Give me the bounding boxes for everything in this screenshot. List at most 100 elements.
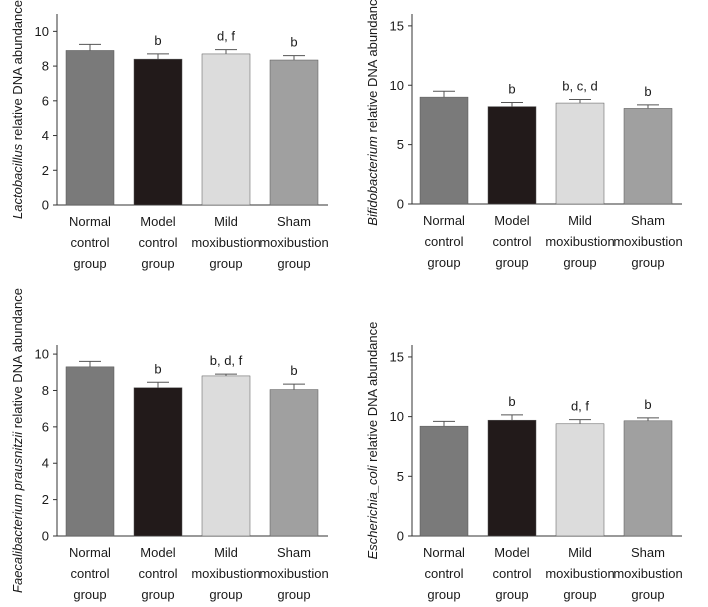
chart-panel-2: 0 5 10 15 Bifidobacterium relative DNA abund… — [365, 0, 683, 270]
bar — [65, 50, 115, 206]
category-label-line: group — [563, 255, 596, 270]
bar — [269, 59, 319, 206]
y-axis-title-organism: Escherichia_coli — [365, 464, 380, 559]
category-label-line: group — [141, 587, 174, 602]
bar — [419, 425, 469, 537]
category-label-line: group — [427, 587, 460, 602]
category-label-line: moxibustion — [259, 235, 328, 250]
category-label-line: Mild — [568, 545, 592, 560]
bar — [201, 375, 251, 537]
y-tick-label: 10 — [35, 347, 49, 362]
category-label-line: group — [631, 587, 664, 602]
category-label-line: control — [492, 234, 531, 249]
y-tick-label: 5 — [397, 469, 404, 484]
y-tick-label: 0 — [397, 197, 404, 212]
category-label-line: group — [73, 587, 106, 602]
significance-label: b — [290, 363, 297, 378]
y-tick-label: 0 — [42, 529, 49, 544]
category-label-line: Mild — [568, 213, 592, 228]
category-label: Sham moxibustion group — [613, 545, 682, 602]
bar — [487, 419, 537, 537]
category-label: Sham moxibustion group — [259, 214, 328, 271]
chart-panel-1: 0 2 4 6 8 10 Lactobacillus relative DNA abunda… — [10, 0, 329, 271]
category-label: Model control group — [138, 545, 177, 602]
y-tick-label: 10 — [390, 78, 404, 93]
category-label: Model control group — [492, 545, 531, 602]
category-label-line: Mild — [214, 545, 238, 560]
significance-label: b — [508, 81, 515, 96]
category-label-line: Normal — [423, 213, 465, 228]
category-label: Normal control group — [423, 213, 465, 270]
y-tick-label: 4 — [42, 128, 49, 143]
category-label-line: Model — [140, 545, 176, 560]
category-label: Normal control group — [69, 545, 111, 602]
category-label: Mild moxibustion group — [545, 213, 614, 270]
bar — [487, 106, 537, 205]
category-label-line: moxibustion — [191, 235, 260, 250]
bar — [133, 387, 183, 537]
category-label-line: moxibustion — [545, 234, 614, 249]
category-label-line: Normal — [69, 545, 111, 560]
category-label-line: group — [277, 256, 310, 271]
y-axis-title-rest: relative DNA abundance — [365, 0, 380, 136]
category-label-line: moxibustion — [613, 234, 682, 249]
bar — [555, 102, 605, 205]
y-tick-label: 6 — [42, 419, 49, 434]
significance-label: b — [508, 394, 515, 409]
bar — [133, 58, 183, 206]
bar — [555, 423, 605, 537]
chart-panel-3: 0 2 4 6 8 10 Faecalibacterium prausnitzii rela… — [10, 288, 329, 602]
y-axis-title-rest: relative DNA abundance — [10, 288, 25, 432]
category-label-line: Sham — [277, 545, 311, 560]
category-label-line: Model — [494, 213, 530, 228]
category-label: Mild moxibustion group — [191, 214, 260, 271]
y-axis-title: Escherichia_coli relative DNA abundance — [365, 322, 380, 560]
y-axis-title: Faecalibacterium prausnitzii relative DN… — [10, 288, 25, 593]
category-label-line: group — [631, 255, 664, 270]
y-tick-label: 0 — [397, 529, 404, 544]
category-label-line: moxibustion — [545, 566, 614, 581]
y-axis-title: Lactobacillus relative DNA abundance — [10, 0, 25, 219]
y-tick-label: 2 — [42, 163, 49, 178]
y-tick-label: 2 — [42, 492, 49, 507]
category-label-line: control — [70, 235, 109, 250]
category-label-line: group — [495, 255, 528, 270]
category-label-line: Mild — [214, 214, 238, 229]
category-label: Model control group — [138, 214, 177, 271]
bar — [269, 389, 319, 537]
category-label-line: group — [427, 255, 460, 270]
category-label-line: control — [424, 566, 463, 581]
category-label: Normal control group — [69, 214, 111, 271]
significance-label: b — [644, 397, 651, 412]
category-label-line: Model — [494, 545, 530, 560]
y-tick-label: 15 — [390, 18, 404, 33]
category-label-line: Normal — [69, 214, 111, 229]
category-label-line: group — [209, 587, 242, 602]
category-label-line: Normal — [423, 545, 465, 560]
significance-label: b, c, d — [562, 79, 597, 94]
category-label: Normal control group — [423, 545, 465, 602]
category-label-line: Sham — [631, 213, 665, 228]
y-axis-title-rest: relative DNA abundance — [10, 0, 25, 144]
category-label: Sham moxibustion group — [259, 545, 328, 602]
chart-panel-4: 0 5 10 15 Escherichia_coli relative DNA abun… — [365, 322, 683, 602]
category-label-line: moxibustion — [259, 566, 328, 581]
category-label-line: moxibustion — [613, 566, 682, 581]
bar — [419, 96, 469, 205]
category-label: Mild moxibustion group — [545, 545, 614, 602]
bar — [623, 420, 673, 537]
significance-label: d, f — [217, 29, 235, 44]
y-tick-label: 8 — [42, 59, 49, 74]
category-label-line: group — [73, 256, 106, 271]
bar — [201, 53, 251, 206]
significance-label: b — [154, 33, 161, 48]
y-tick-label: 0 — [42, 198, 49, 213]
significance-label: b, d, f — [210, 353, 243, 368]
bar — [623, 108, 673, 205]
category-label-line: Sham — [277, 214, 311, 229]
significance-label: d, f — [571, 399, 589, 414]
category-label-line: group — [563, 587, 596, 602]
y-axis-title: Bifidobacterium relative DNA abundance — [365, 0, 380, 226]
bar — [65, 366, 115, 537]
